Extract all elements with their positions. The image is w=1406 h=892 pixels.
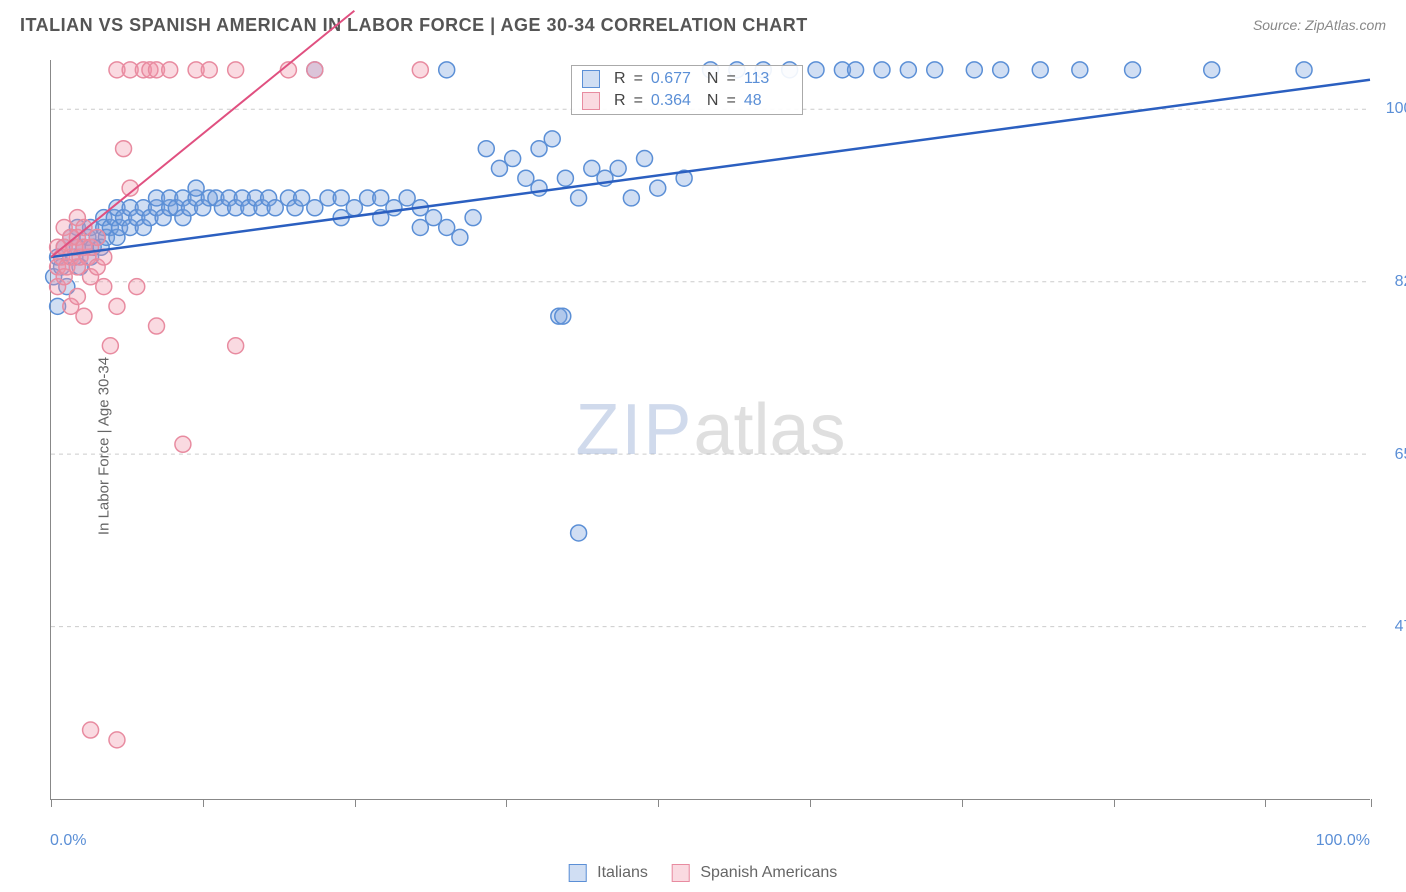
data-point (83, 722, 99, 738)
corr-n-label: N (707, 92, 719, 110)
data-point (505, 151, 521, 167)
data-point (228, 338, 244, 354)
chart-title: ITALIAN VS SPANISH AMERICAN IN LABOR FOR… (20, 15, 808, 36)
corr-eq: = (634, 70, 643, 88)
x-tick (1265, 799, 1266, 807)
x-tick (1371, 799, 1372, 807)
correlation-legend: R = 0.677 N = 113 R = 0.364 N = 48 (571, 65, 803, 115)
swatch-italians-icon (569, 864, 587, 882)
data-point (544, 131, 560, 147)
x-axis-min-label: 0.0% (50, 832, 86, 850)
corr-n-value-italians: 113 (744, 70, 792, 88)
data-point (637, 151, 653, 167)
x-tick (658, 799, 659, 807)
data-point (201, 62, 217, 78)
chart-header: ITALIAN VS SPANISH AMERICAN IN LABOR FOR… (0, 0, 1406, 50)
corr-r-value-spanish: 0.364 (651, 92, 699, 110)
data-point (531, 180, 547, 196)
data-point (900, 62, 916, 78)
data-point (927, 62, 943, 78)
data-point (412, 62, 428, 78)
plot-area: ZIPatlas R = 0.677 N = 113 R = 0.364 N =… (50, 60, 1370, 800)
legend-bottom: Italians Spanish Americans (569, 864, 838, 882)
corr-row-spanish: R = 0.364 N = 48 (572, 90, 802, 112)
x-axis-max-label: 100.0% (1316, 832, 1370, 850)
data-point (1204, 62, 1220, 78)
y-tick-label: 100.0% (1380, 100, 1406, 118)
data-point (452, 229, 468, 245)
swatch-italians-icon (582, 70, 600, 88)
data-point (571, 525, 587, 541)
corr-eq: = (726, 92, 735, 110)
source-label: Source: ZipAtlas.com (1253, 17, 1386, 33)
y-tick-label: 47.5% (1380, 618, 1406, 636)
data-point (465, 210, 481, 226)
legend-label-spanish: Spanish Americans (700, 864, 837, 881)
corr-eq: = (726, 70, 735, 88)
legend-label-italians: Italians (597, 864, 648, 881)
data-point (555, 308, 571, 324)
data-point (557, 170, 573, 186)
data-point (307, 62, 323, 78)
data-point (1296, 62, 1312, 78)
x-tick (203, 799, 204, 807)
y-tick-label: 65.0% (1380, 446, 1406, 464)
data-point (874, 62, 890, 78)
data-point (623, 190, 639, 206)
chart-svg (51, 60, 1370, 799)
data-point (993, 62, 1009, 78)
x-tick (506, 799, 507, 807)
data-point (966, 62, 982, 78)
x-tick (810, 799, 811, 807)
data-point (610, 160, 626, 176)
x-tick (51, 799, 52, 807)
legend-item-spanish: Spanish Americans (672, 864, 837, 882)
corr-eq: = (634, 92, 643, 110)
data-point (848, 62, 864, 78)
x-tick (355, 799, 356, 807)
corr-row-italians: R = 0.677 N = 113 (572, 68, 802, 90)
data-point (89, 229, 105, 245)
data-point (149, 318, 165, 334)
legend-item-italians: Italians (569, 864, 648, 882)
data-point (808, 62, 824, 78)
data-point (228, 62, 244, 78)
y-tick-label: 82.5% (1380, 273, 1406, 291)
data-point (1072, 62, 1088, 78)
corr-n-label: N (707, 70, 719, 88)
swatch-spanish-icon (582, 92, 600, 110)
corr-r-value-italians: 0.677 (651, 70, 699, 88)
data-point (109, 298, 125, 314)
data-point (96, 279, 112, 295)
data-point (162, 62, 178, 78)
data-point (571, 190, 587, 206)
data-point (76, 308, 92, 324)
corr-r-label: R (614, 92, 626, 110)
x-tick (1114, 799, 1115, 807)
data-point (116, 141, 132, 157)
data-point (650, 180, 666, 196)
data-point (1032, 62, 1048, 78)
corr-r-label: R (614, 70, 626, 88)
corr-n-value-spanish: 48 (744, 92, 792, 110)
data-point (109, 732, 125, 748)
data-point (1125, 62, 1141, 78)
data-point (102, 338, 118, 354)
data-point (69, 288, 85, 304)
x-tick (962, 799, 963, 807)
swatch-spanish-icon (672, 864, 690, 882)
data-point (478, 141, 494, 157)
data-point (129, 279, 145, 295)
data-point (175, 436, 191, 452)
data-point (439, 62, 455, 78)
